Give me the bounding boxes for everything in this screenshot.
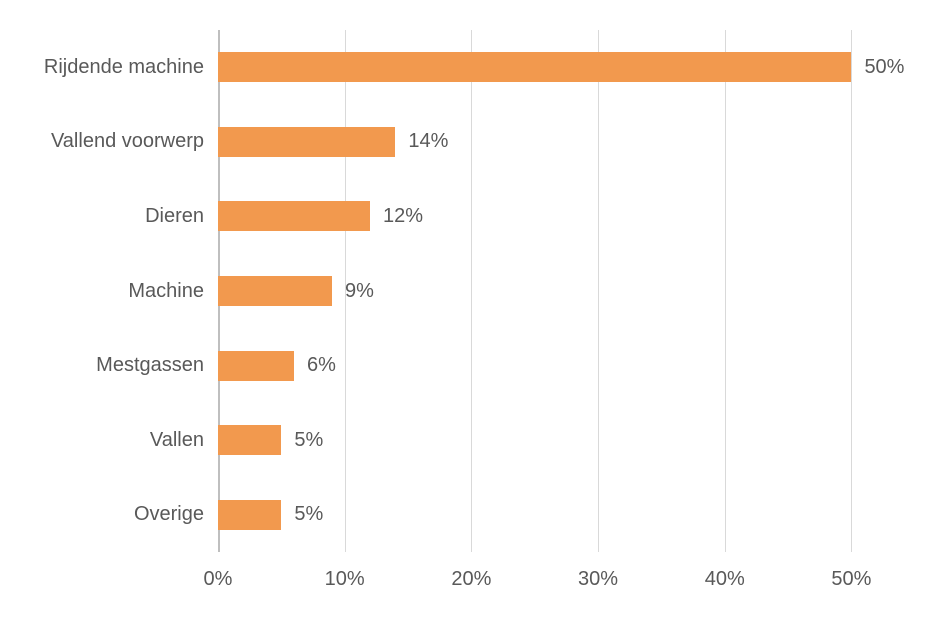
x-axis-ticks: 0% 10% 20% 30% 40% 50% [204,552,930,600]
category-label: Machine [128,279,204,302]
bar-row: Machine 9% [0,254,930,329]
bar-row: Dieren 12% [0,179,930,254]
bar-cell: 6% [218,328,930,403]
value-label: 6% [307,354,336,377]
bar-cell: 5% [218,403,930,478]
bar-row: Overige 5% [0,477,930,552]
x-tick-label: 10% [324,568,365,590]
bar [218,350,294,381]
bar-row: Vallen 5% [0,403,930,478]
gridline [598,30,600,552]
category-label: Overige [133,503,204,526]
bar [218,52,852,83]
bar [218,276,333,307]
plot-rows: Rijdende machine 50% Vallend voorwerp 14… [0,30,930,552]
category-label: Vallend voorwerp [50,130,204,153]
bar [218,126,396,157]
category-label: Mestgassen [96,354,204,377]
category-label: Dieren [145,204,204,227]
x-tick-label: 40% [704,568,745,590]
value-label: 50% [864,55,905,78]
bar-cell: 9% [218,254,930,329]
value-label: 5% [294,503,324,526]
gridline [724,30,726,552]
x-tick-label: 50% [831,568,872,590]
bar [218,425,282,456]
x-tick-label: 0% [203,568,233,590]
value-label: 5% [294,428,324,451]
bar [218,201,371,232]
gridline [471,30,473,552]
gridline [851,30,853,552]
value-label: 9% [345,279,374,302]
value-label: 14% [408,130,449,153]
bar-row: Vallend voorwerp 14% [0,105,930,180]
category-label: Rijdende machine [43,55,204,78]
bar [218,499,282,530]
category-label: Vallen [149,428,204,451]
bar-row: Rijdende machine 50% [0,30,930,105]
bar-cell: 12% [218,179,930,254]
bar-row: Mestgassen 6% [0,328,930,403]
bar-cell: 14% [218,105,930,180]
value-label: 12% [383,204,424,227]
x-tick-label: 30% [578,568,619,590]
x-tick-label: 20% [451,568,492,590]
bar-cell: 5% [218,477,930,552]
bar-cell: 50% [218,30,930,105]
gridline [344,30,346,552]
